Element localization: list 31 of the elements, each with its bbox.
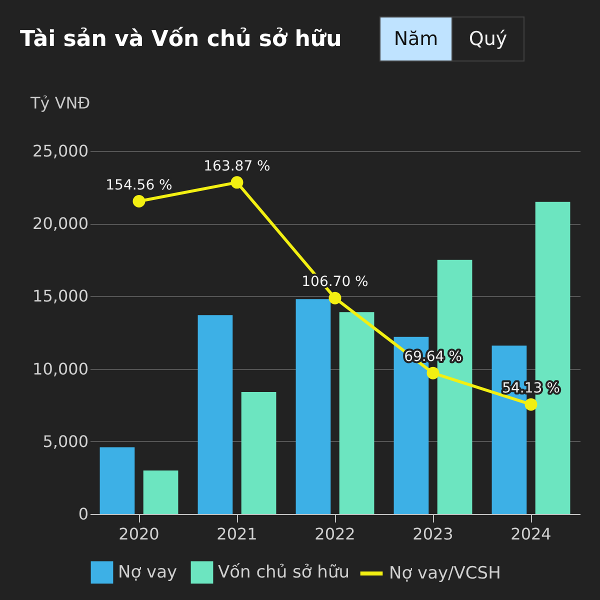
y-tick-label: 10,000 (32, 359, 88, 378)
y-tick-label: 15,000 (32, 286, 88, 306)
bar (339, 312, 374, 514)
x-tick-label: 2024 (510, 524, 552, 544)
chart-title: Tài sản và Vốn chủ sở hữu (20, 26, 342, 52)
point (328, 292, 342, 304)
bar (296, 299, 331, 514)
point (132, 195, 146, 208)
y-tick-label: 20,000 (32, 214, 88, 234)
text: Năm (394, 28, 438, 50)
text: Quý (468, 28, 508, 50)
y-tick-label: 5,000 (42, 432, 88, 451)
y-axis-title: Tỷ VNĐ (30, 94, 90, 112)
x-tick-label: 2020 (118, 524, 160, 544)
x-tick-label: 2022 (314, 524, 356, 544)
legend-label: Nợ vay (118, 562, 178, 582)
bar (100, 447, 135, 514)
y-tick-label: 0 (78, 504, 88, 524)
point (524, 398, 538, 411)
y-tick-label: 25,000 (32, 142, 88, 160)
data-label: 154.56 % (106, 177, 172, 194)
bar (241, 392, 276, 514)
x-tick-label: 2021 (216, 524, 258, 544)
legend-label: Nợ vay/VCSH (389, 564, 501, 584)
point (230, 176, 244, 189)
x-tick-label: 2023 (412, 524, 454, 544)
point (426, 366, 440, 380)
bar (198, 315, 233, 514)
bar (143, 470, 178, 514)
data-label: 163.87 % (204, 158, 270, 174)
legend-label: Vốn chủ sở hữu (218, 562, 350, 582)
